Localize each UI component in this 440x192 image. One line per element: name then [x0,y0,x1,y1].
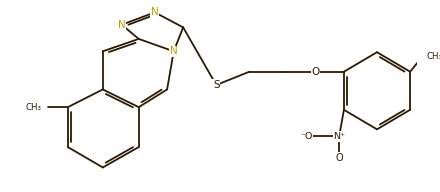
Text: S: S [213,80,220,90]
Text: CH₃: CH₃ [426,52,440,61]
Text: N: N [118,20,125,30]
Text: N⁺: N⁺ [333,132,345,141]
Text: ⁻O: ⁻O [301,132,313,141]
Text: N: N [151,7,159,17]
Text: O: O [335,153,343,163]
Text: CH₃: CH₃ [26,103,41,112]
Text: N: N [170,46,178,56]
Text: O: O [312,67,320,77]
